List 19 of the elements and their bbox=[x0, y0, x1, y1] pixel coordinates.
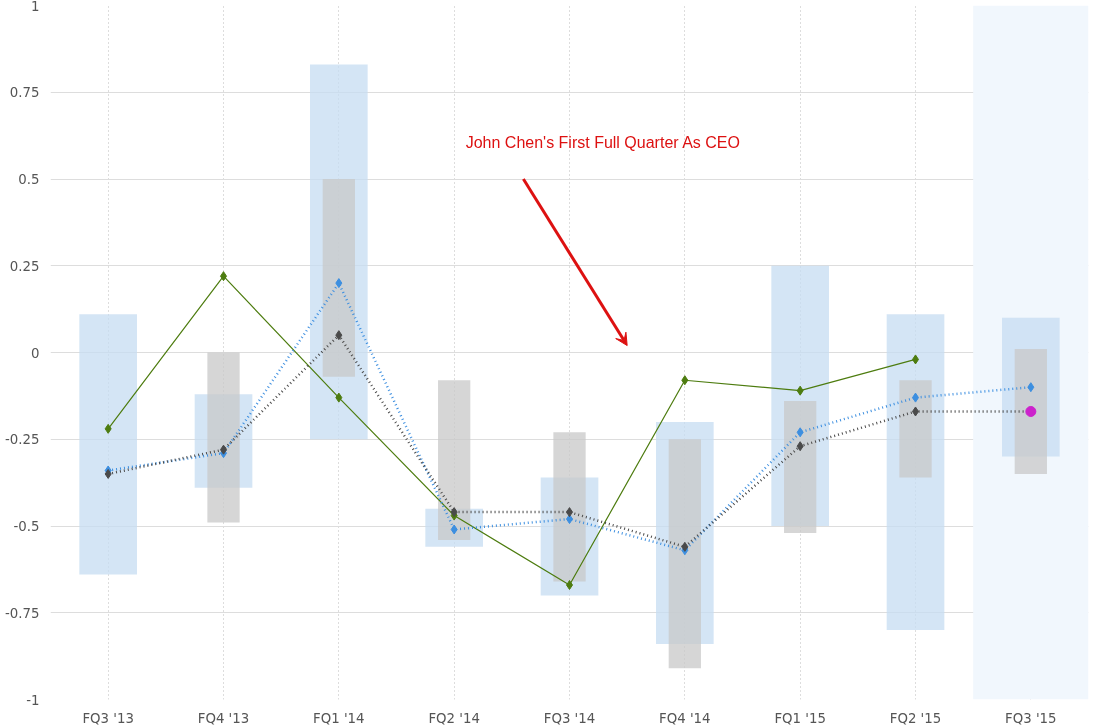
y-tick-label: 0.25 bbox=[9, 258, 40, 274]
y-tick-label: 0.75 bbox=[9, 85, 40, 101]
y-tick-label: -0.5 bbox=[13, 519, 40, 534]
x-tick-label: FQ1 '14 bbox=[313, 710, 365, 726]
y-tick-label: 0.5 bbox=[18, 172, 40, 187]
y-tick-label: -0.25 bbox=[5, 432, 40, 448]
x-tick-label: FQ3 '13 bbox=[82, 710, 134, 726]
x-tick-label: FQ1 '15 bbox=[774, 710, 826, 726]
x-tick-label: FQ3 '15 bbox=[1005, 710, 1057, 726]
y-tick-label: 1 bbox=[31, 0, 40, 14]
y-tick-label: -1 bbox=[26, 692, 40, 708]
x-tick-label: FQ4 '13 bbox=[197, 710, 250, 726]
x-tick-label: FQ2 '14 bbox=[428, 710, 480, 726]
x-tick-label: FQ2 '15 bbox=[889, 710, 942, 726]
y-tick-label: -0.75 bbox=[5, 605, 40, 621]
x-tick-label: FQ3 '14 bbox=[543, 710, 596, 726]
y-tick-label: 0 bbox=[31, 345, 40, 361]
annotation: John Chen's First Full Quarter As CEO bbox=[465, 134, 740, 152]
x-tick-label: FQ4 '14 bbox=[659, 710, 711, 726]
